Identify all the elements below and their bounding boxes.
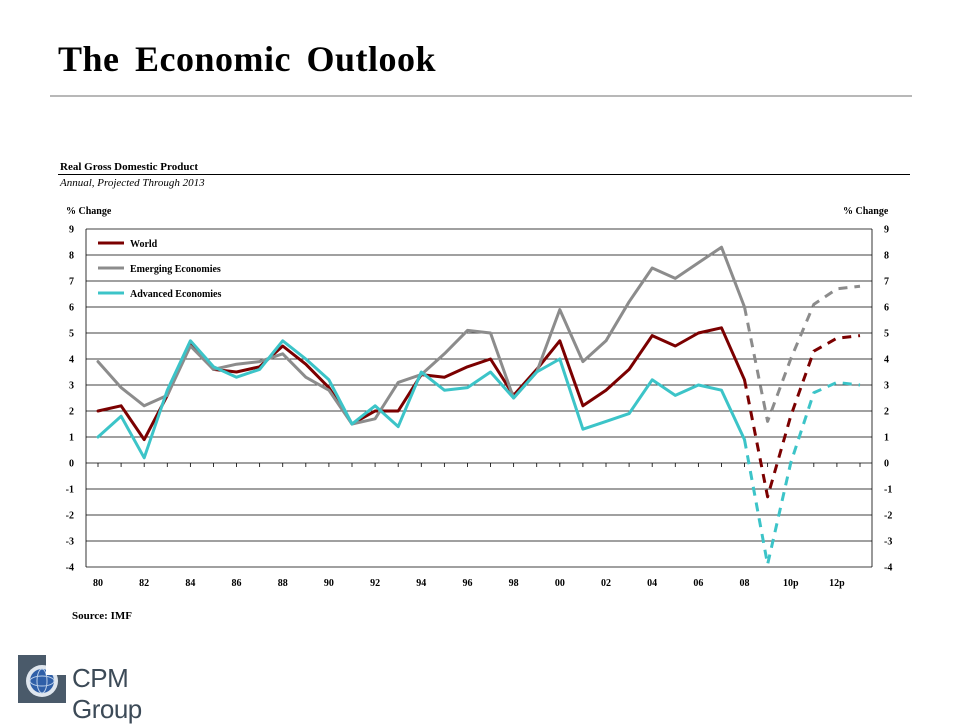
x-tick-label: 02 [601,578,611,589]
cpm-group-logo: CPM Group [18,655,188,724]
x-tick-label: 96 [462,578,472,589]
source-note: Source: IMF [72,610,132,622]
x-tick-label: 98 [509,578,519,589]
series-projection-advanced-economies [743,380,861,566]
x-tick-label: 06 [693,578,703,589]
series-lines [96,245,861,566]
y-tick-label-left: 3 [69,381,74,392]
y-tick-label-right: 8 [884,251,889,262]
series-projection-world [743,334,861,499]
y-tick-label-left: 1 [69,433,74,444]
globe-logo-icon [18,655,66,703]
y-tick-label-left: -4 [66,563,74,574]
legend: World Emerging Economies Advanced Economie… [98,239,222,300]
y-tick-label-right: 9 [884,225,889,236]
x-tick-label: 00 [555,578,565,589]
title-divider [50,95,912,97]
y-tick-label-right: -4 [884,563,892,574]
x-tick-label: 10p [783,578,799,589]
y-tick-label-right: -1 [884,485,892,496]
x-tick-label: 86 [232,578,242,589]
y-tick-label-left: 8 [69,251,74,262]
y-tick-label-left: 9 [69,225,74,236]
y-axis-label-right: % Change [843,206,889,217]
y-tick-label-right: -2 [884,511,892,522]
y-tick-label-right: 2 [884,407,889,418]
y-tick-label-right: 3 [884,381,889,392]
x-tick-label: 90 [324,578,334,589]
series-projection-emerging-economies [743,284,861,423]
y-tick-label-right: -3 [884,537,892,548]
gridlines [85,228,873,568]
legend-label-advanced-economies: Advanced Economies [130,289,222,300]
x-tick-label: 88 [278,578,288,589]
y-tick-label-left: 0 [69,459,74,470]
x-tick-label: 82 [139,578,149,589]
x-tick-label: 08 [740,578,750,589]
y-tick-label-right: 4 [884,355,889,366]
x-tick-label: 80 [93,578,103,589]
y-tick-label-left: 2 [69,407,74,418]
x-tick-label: 12p [829,578,845,589]
x-tick-label: 84 [185,578,195,589]
axis-ticks: -4 -4-3 -3-2 -2-1 -10 01 12 23 34 45 56 67 78 89 980 82… [66,225,893,590]
y-tick-label-left: -3 [66,537,74,548]
y-tick-label-left: 5 [69,329,74,340]
y-tick-label-left: -1 [66,485,74,496]
y-tick-label-right: 7 [884,277,889,288]
chart-title: Real Gross Domestic Product [60,161,198,173]
y-tick-label-right: 5 [884,329,889,340]
legend-label-world: World [130,239,158,250]
chart-subtitle: Annual, Projected Through 2013 [60,177,205,189]
y-tick-label-right: 0 [884,459,889,470]
slide-title: The Economic Outlook [58,39,437,79]
x-tick-label: 04 [647,578,657,589]
y-tick-label-left: 6 [69,303,74,314]
series-line-advanced-economies [96,339,746,460]
x-tick-label: 94 [416,578,426,589]
chart-title-rule [58,174,910,175]
y-tick-label-left: -2 [66,511,74,522]
y-tick-label-right: 6 [884,303,889,314]
y-tick-label-left: 7 [69,277,74,288]
x-tick-label: 92 [370,578,380,589]
y-tick-label-right: 1 [884,433,889,444]
y-axis-label-left: % Change [66,206,112,217]
logo-text: CPM Group [72,663,142,724]
y-tick-label-left: 4 [69,355,74,366]
legend-label-emerging-economies: Emerging Economies [130,264,221,275]
